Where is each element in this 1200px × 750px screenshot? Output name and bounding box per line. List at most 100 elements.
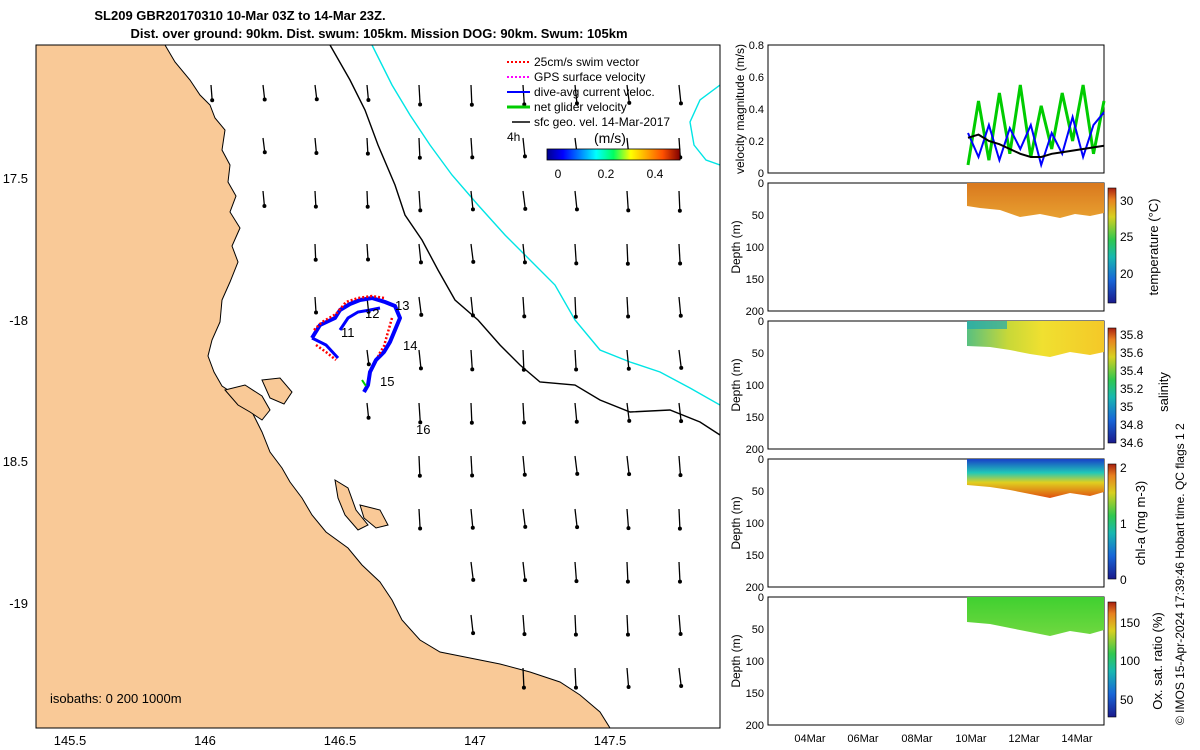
track-day-label: 15 — [380, 374, 394, 389]
current-arrow-head — [418, 102, 423, 107]
track-day-label: 11 — [341, 325, 355, 340]
current-arrow — [574, 614, 577, 635]
y-tick-label: 200 — [746, 582, 764, 594]
current-arrow-head — [469, 420, 474, 425]
current-arrow-head — [522, 632, 527, 637]
current-arrow-head — [522, 102, 527, 107]
isobath-note: isobaths: 0 200 1000m — [50, 691, 182, 706]
current-arrow-head — [470, 473, 475, 478]
current-arrow — [626, 349, 630, 369]
colorbar-tick: 0.4 — [647, 167, 664, 181]
current-arrow-head — [678, 261, 683, 266]
x-tick-label: 12Mar — [1008, 733, 1040, 745]
current-arrow — [522, 667, 525, 688]
plot-title: SL209 GBR20170310 10-Mar 03Z to 14-Mar 2… — [94, 8, 386, 23]
y-tick-label: 50 — [752, 210, 764, 222]
current-arrow — [678, 455, 682, 476]
current-arrow-head — [625, 579, 630, 584]
current-arrow-head — [313, 204, 318, 209]
current-arrow-head — [574, 261, 579, 266]
legend-label: 25cm/s swim vector — [534, 55, 639, 69]
current-arrow — [470, 243, 474, 262]
current-arrow — [470, 508, 474, 528]
net-glider-velocity — [361, 379, 367, 387]
y-tick-label: 0.4 — [749, 104, 764, 116]
current-arrow-head — [522, 314, 527, 319]
x-tick-label: 146 — [194, 733, 216, 748]
y-tick-label: 50 — [752, 486, 764, 498]
current-arrow-head — [366, 362, 371, 367]
x-tick-label: 147 — [464, 733, 486, 748]
y-tick-label: 0 — [758, 178, 764, 190]
colorbar-tick: 100 — [1120, 654, 1140, 668]
current-arrow-head — [210, 98, 215, 103]
current-arrow — [470, 137, 473, 158]
x-tick-label: 10Mar — [955, 733, 987, 745]
current-arrow — [522, 349, 525, 370]
current-arrow-head — [522, 260, 527, 265]
map-panel: 11 12 13 14 15 16 25cm/s swim vector GPS… — [3, 44, 721, 748]
current-arrow-head — [626, 684, 631, 689]
colorbar-tick: 35.4 — [1120, 364, 1144, 378]
current-arrow-head — [574, 207, 579, 212]
oxygen-colorbar — [1107, 601, 1117, 718]
temperature-colorbar — [1107, 187, 1117, 304]
y-tick-label: 0 — [758, 454, 764, 466]
current-arrow-head — [626, 314, 631, 319]
current-arrow — [418, 84, 421, 105]
current-arrow-head — [678, 473, 683, 478]
y-tick-label: 0 — [758, 316, 764, 328]
current-arrow-head — [470, 525, 475, 530]
current-arrow-head — [574, 579, 579, 584]
current-arrow — [574, 190, 578, 210]
map-legend: 25cm/s swim vector GPS surface velocity … — [507, 55, 681, 181]
glider-track — [310, 294, 402, 393]
temperature-field — [967, 183, 1104, 218]
velocity-ylabel: velocity magnitude (m/s) — [733, 44, 747, 174]
current-arrow — [574, 455, 578, 474]
chla-colorbar — [1107, 463, 1117, 580]
current-arrow — [678, 508, 681, 529]
map-frame — [35, 44, 721, 729]
y-tick-label: 0.2 — [749, 136, 764, 148]
y-tick-label: 100 — [746, 656, 764, 668]
current-arrow — [470, 402, 473, 423]
current-arrow-head — [313, 257, 318, 262]
current-arrow-head — [626, 208, 631, 213]
chla-field — [967, 459, 1104, 498]
current-arrow — [366, 190, 369, 207]
y-tick-label: 0.8 — [749, 40, 764, 52]
current-arrow-head — [678, 313, 683, 318]
depth-ylabel: Depth (m) — [729, 358, 743, 411]
current-arrow-head — [314, 97, 319, 102]
current-arrow-head — [625, 632, 630, 637]
current-arrow-head — [262, 150, 267, 155]
current-arrow — [626, 84, 630, 103]
current-arrow-head — [366, 257, 371, 262]
colorbar-tick: 35.2 — [1120, 382, 1144, 396]
current-arrow-head — [471, 577, 476, 582]
current-arrow — [314, 84, 318, 100]
current-arrow-head — [523, 206, 528, 211]
current-arrow — [314, 296, 317, 313]
colorbar-tick: 2 — [1120, 461, 1127, 475]
current-arrow-head — [523, 524, 528, 529]
legend-label: net glider velocity — [534, 100, 627, 114]
current-arrow — [314, 190, 317, 207]
colorbar-tick: 0 — [1120, 573, 1127, 587]
island — [224, 384, 271, 421]
current-arrow-head — [471, 259, 476, 264]
current-arrow-head — [419, 312, 424, 317]
current-arrow — [626, 243, 629, 264]
velocity-series — [966, 84, 1106, 169]
track-day-label: 12 — [365, 306, 379, 321]
salinity-cbar-label: salinity — [1156, 372, 1171, 412]
velocity-series-line — [967, 111, 1105, 169]
current-arrow — [418, 243, 422, 263]
current-arrow — [678, 561, 681, 582]
current-arrow — [366, 137, 369, 154]
current-arrow — [366, 84, 370, 101]
current-arrow — [678, 667, 682, 687]
temperature-cbar-label: temperature (°C) — [1146, 199, 1161, 296]
current-arrow-head — [677, 526, 682, 531]
